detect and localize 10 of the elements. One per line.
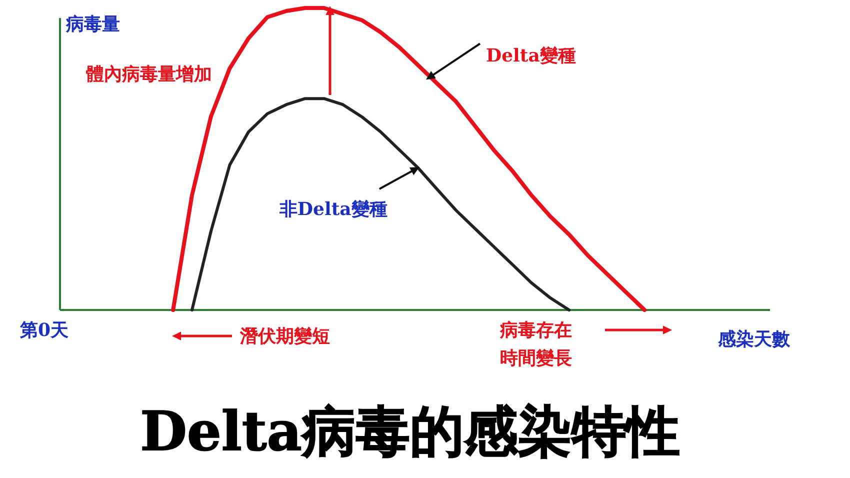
annotation: 體內病毒量增加 [86,64,212,85]
text: Delta變種 [486,46,576,67]
text: 時間變長 [500,348,572,369]
y-axis-title: 病毒量 [65,14,120,35]
text: 第0天 [19,320,69,341]
text: Delta病毒的感染特性 [140,399,680,463]
text: 潛伏期變短 [239,326,330,347]
text: 病毒存在 [499,320,572,341]
x-axis-title: 感染天數 [717,329,791,350]
text: 非Delta變種 [278,198,388,220]
